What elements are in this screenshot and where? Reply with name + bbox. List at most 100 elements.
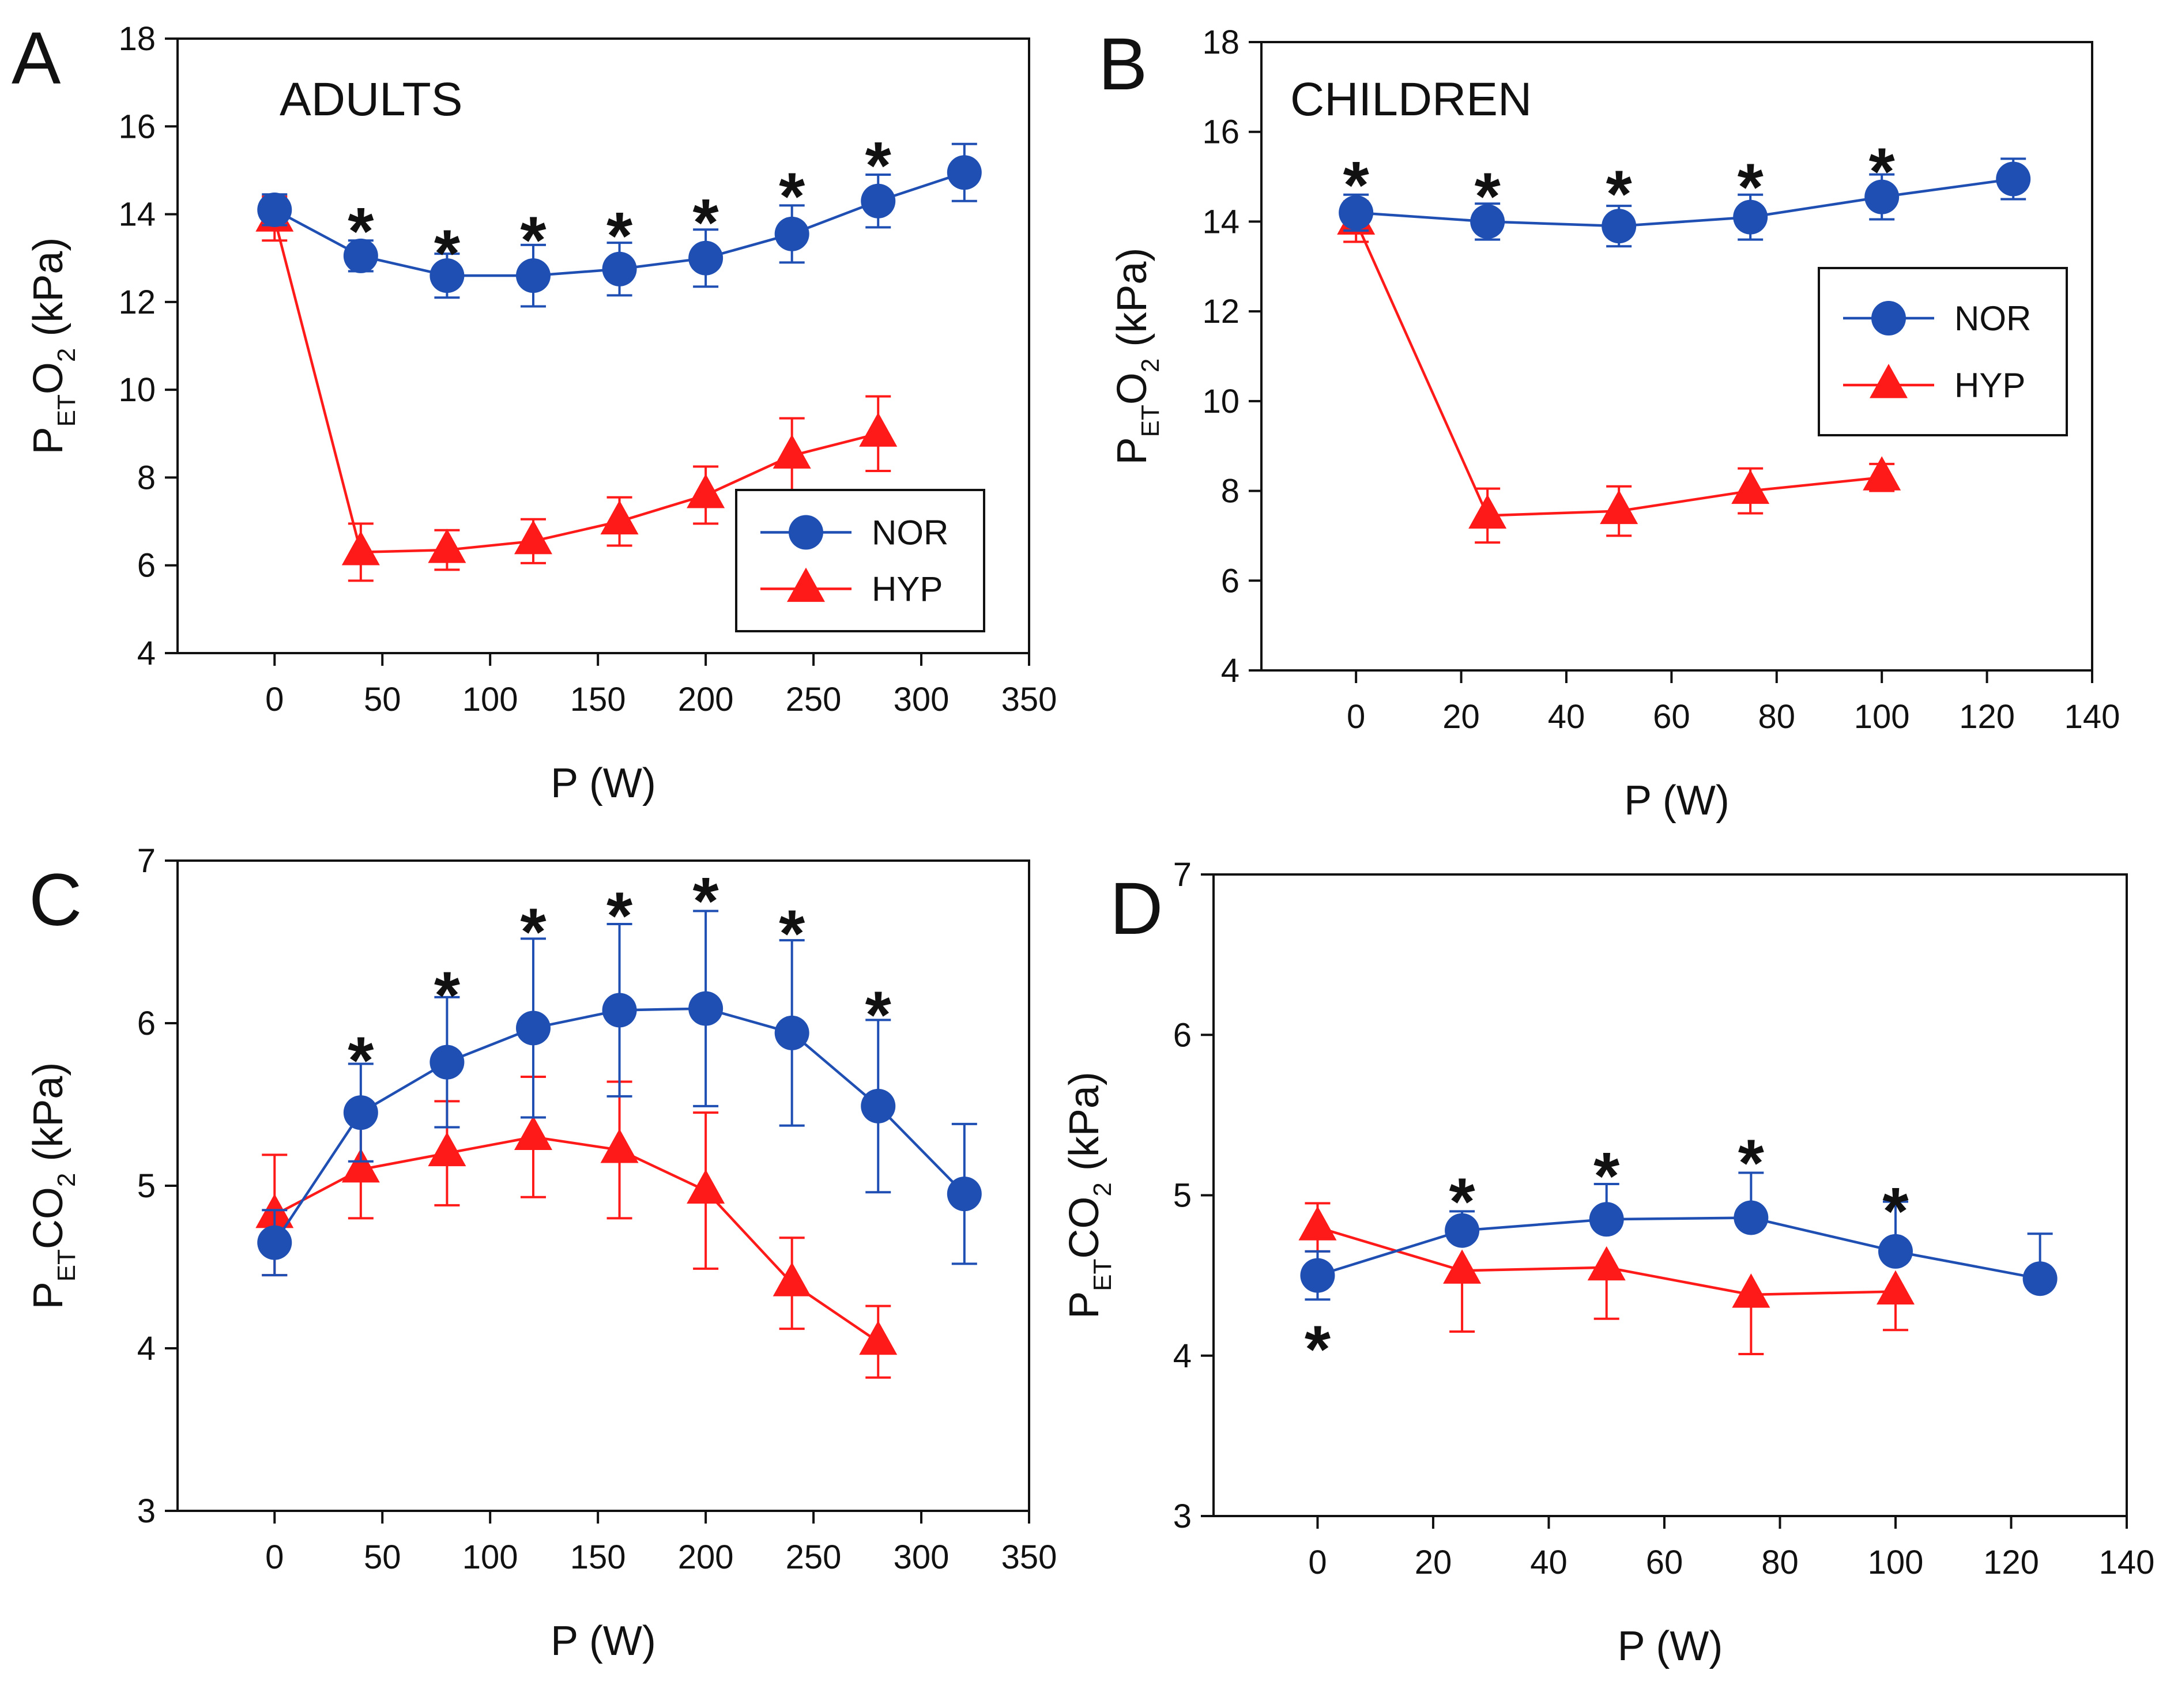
data-point-hyp xyxy=(428,1132,466,1167)
significance-star: * xyxy=(348,194,374,269)
y-tick-label: 5 xyxy=(1173,1177,1192,1215)
y-tick-label: 8 xyxy=(1221,473,1239,510)
plot-frame-d xyxy=(1212,873,2128,1517)
data-point-nor xyxy=(1445,1213,1480,1248)
data-point-nor xyxy=(515,258,551,293)
series-hyp-b xyxy=(1337,200,1901,544)
data-point-hyp xyxy=(1443,1249,1482,1284)
data-point-nor xyxy=(1733,199,1768,235)
data-point-nor xyxy=(257,1225,292,1260)
significance-star: * xyxy=(348,1023,374,1098)
x-axis-title-d: P (W) xyxy=(1618,1623,1723,1669)
panel-letter-a: A xyxy=(12,17,61,100)
data-point-nor xyxy=(861,1088,896,1123)
data-point-hyp xyxy=(600,500,639,535)
series-line xyxy=(1355,221,1882,517)
y-tick-label: 5 xyxy=(137,1167,156,1205)
data-point-hyp xyxy=(1731,469,1770,504)
x-tick-label: 100 xyxy=(462,681,518,718)
x-tick-label: 100 xyxy=(1854,698,1910,736)
y-tick-label: 18 xyxy=(118,20,156,58)
x-tick-label: 350 xyxy=(1001,1539,1057,1576)
x-tick-label: 200 xyxy=(678,681,734,718)
y-axis-title-d: PETCO2 (kPa) xyxy=(1061,1072,1117,1319)
x-axis-title-b: P (W) xyxy=(1624,778,1730,824)
data-point-nor xyxy=(602,251,637,286)
y-tick-label: 6 xyxy=(137,547,156,585)
data-point-hyp xyxy=(428,529,466,563)
x-tick-label: 200 xyxy=(678,1539,734,1576)
data-point-nor xyxy=(343,1095,378,1130)
legend-marker-hyp xyxy=(787,567,825,602)
legend-marker-hyp xyxy=(1870,364,1908,398)
significance-star: * xyxy=(1475,159,1501,233)
x-tick-label: 120 xyxy=(1983,1544,2039,1581)
legend-label-hyp: HYP xyxy=(1954,366,2025,405)
y-tick-label: 12 xyxy=(118,284,156,321)
significance-star: * xyxy=(1869,134,1896,209)
data-point-nor xyxy=(343,238,378,273)
data-point-hyp xyxy=(1876,1270,1915,1305)
significance-star: * xyxy=(606,198,633,273)
panel-title-b: CHILDREN xyxy=(1290,73,1532,126)
data-point-hyp xyxy=(773,434,811,469)
y-tick-label: 7 xyxy=(137,842,156,880)
data-point-nor xyxy=(1878,1234,1913,1269)
significance-star: * xyxy=(1738,1126,1765,1201)
significance-star: * xyxy=(1606,156,1633,231)
significance-star: * xyxy=(1593,1138,1620,1213)
x-tick-label: 80 xyxy=(1758,698,1796,736)
x-tick-label: 20 xyxy=(1415,1544,1452,1581)
significance-star: * xyxy=(1449,1164,1476,1239)
x-tick-label: 0 xyxy=(265,681,284,718)
x-tick-label: 250 xyxy=(786,681,842,718)
significance-star: * xyxy=(1738,150,1764,225)
significance-star: * xyxy=(1343,148,1370,223)
series-nor-b xyxy=(1339,157,2031,248)
y-tick-label: 4 xyxy=(1173,1337,1192,1375)
y-tick-label: 6 xyxy=(1173,1016,1192,1054)
legend-box xyxy=(735,489,985,632)
y-tick-label: 8 xyxy=(137,459,156,496)
data-point-nor xyxy=(429,258,465,293)
y-tick-label: 14 xyxy=(118,196,156,233)
legend-label-hyp: HYP xyxy=(872,570,943,609)
data-point-nor xyxy=(861,183,896,218)
data-point-nor xyxy=(429,1045,465,1080)
y-tick-label: 3 xyxy=(137,1492,156,1530)
x-tick-label: 40 xyxy=(1548,698,1585,736)
y-tick-label: 4 xyxy=(1221,652,1239,689)
panel-b: B CHILDREN 4 6 8 10 12 14 16 18 0 20 40 60 80 100 120 140… xyxy=(1098,23,2120,824)
data-point-hyp xyxy=(341,1148,380,1183)
x-tick-label: 80 xyxy=(1761,1544,1799,1581)
data-point-hyp xyxy=(514,1115,552,1150)
significance-star: * xyxy=(520,895,547,970)
data-point-nor xyxy=(947,1177,982,1212)
data-point-nor xyxy=(1339,195,1374,230)
x-tick-label: 300 xyxy=(894,1539,950,1576)
data-point-hyp xyxy=(1587,1246,1626,1281)
y-tick-label: 6 xyxy=(137,1005,156,1042)
significance-star: * xyxy=(693,864,719,938)
panel-title-a: ADULTS xyxy=(280,73,462,126)
data-point-nor xyxy=(1470,204,1505,239)
y-tick-label: 10 xyxy=(118,371,156,409)
data-point-hyp xyxy=(859,1320,898,1355)
data-point-hyp xyxy=(1600,489,1638,525)
x-tick-label: 0 xyxy=(265,1539,284,1576)
data-point-nor xyxy=(688,240,724,276)
panel-c: C 3 4 5 6 7 0 50 100 150 200 250 300 350 P (W) PETCO2 (… xyxy=(25,842,1057,1664)
series-line xyxy=(1317,1216,2041,1280)
y-tick-label: 7 xyxy=(1173,856,1192,893)
x-axis-title-c: P (W) xyxy=(551,1618,656,1664)
legend-a: NOR HYP xyxy=(735,489,985,632)
data-point-hyp xyxy=(687,474,725,508)
y-tick-label: 12 xyxy=(1202,293,1239,330)
data-point-nor xyxy=(688,991,724,1026)
significance-star: * xyxy=(1305,1311,1331,1386)
x-tick-label: 100 xyxy=(462,1539,518,1576)
significance-star: * xyxy=(1882,1174,1909,1249)
data-point-hyp xyxy=(341,531,380,565)
data-point-nor xyxy=(774,216,809,251)
